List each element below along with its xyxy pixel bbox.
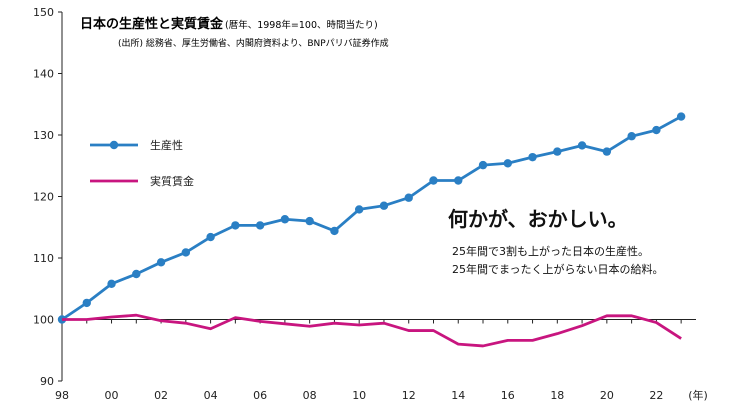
y-tick-label: 150 bbox=[33, 6, 54, 19]
series-line bbox=[61, 115, 682, 321]
data-point bbox=[454, 176, 463, 185]
x-tick-label: 02 bbox=[154, 389, 168, 402]
y-tick-label: 110 bbox=[33, 252, 54, 265]
data-point bbox=[354, 205, 364, 214]
data-point bbox=[676, 112, 686, 121]
data-point bbox=[577, 141, 587, 150]
data-point bbox=[255, 221, 265, 230]
x-tick-label: 16 bbox=[501, 389, 515, 402]
data-point bbox=[627, 132, 636, 141]
data-point bbox=[652, 125, 661, 135]
chart-title-line: 日本の生産性と実質賃金 (暦年、1998年=100、時間当たり) bbox=[80, 16, 378, 32]
data-point bbox=[330, 226, 339, 236]
chart-title: 日本の生産性と実質賃金 bbox=[80, 16, 224, 32]
x-tick-label: 06 bbox=[253, 389, 267, 402]
legend-label: 生産性 bbox=[150, 138, 183, 152]
title-block: 日本の生産性と実質賃金 (暦年、1998年=100、時間当たり) (出所) 総務省… bbox=[80, 16, 389, 49]
data-point bbox=[379, 201, 389, 210]
legend-item: 実質賃金 bbox=[90, 174, 194, 188]
x-tick-label: 14 bbox=[451, 389, 465, 402]
data-point bbox=[602, 147, 612, 156]
data-point bbox=[429, 176, 438, 185]
data-point bbox=[107, 279, 116, 289]
axes: 90 100 110 120 130 140 150 98 00 02 04 06 08 10 12 14 16… bbox=[33, 6, 708, 402]
data-point bbox=[404, 193, 413, 202]
data-point bbox=[181, 248, 191, 257]
y-tick-label: 90 bbox=[40, 375, 54, 388]
x-tick-label: 18 bbox=[550, 389, 564, 402]
y-tick-label: 130 bbox=[33, 129, 54, 142]
series-real-wage bbox=[62, 313, 682, 348]
series-productivity bbox=[57, 112, 686, 324]
data-point bbox=[280, 215, 290, 224]
chart-title-note: (暦年、1998年=100、時間当たり) bbox=[225, 19, 378, 31]
y-tick-label: 140 bbox=[33, 68, 54, 81]
data-point bbox=[231, 221, 240, 230]
legend-label: 実質賃金 bbox=[150, 174, 194, 188]
annotation: 何かが、おかしい。 25年間で3割も上がった日本の生産性。 25年間でまったく上… bbox=[448, 207, 664, 276]
y-tick-label: 100 bbox=[33, 314, 54, 327]
legend-swatch-marker bbox=[109, 140, 119, 150]
data-point bbox=[305, 216, 314, 226]
data-point bbox=[82, 298, 91, 308]
series-line bbox=[62, 313, 682, 348]
data-point bbox=[156, 258, 166, 267]
data-point bbox=[206, 232, 215, 242]
annotation-headline: 何かが、おかしい。 bbox=[448, 207, 628, 231]
data-point bbox=[478, 160, 488, 170]
x-tick-label: 08 bbox=[303, 389, 317, 402]
data-point bbox=[553, 147, 562, 156]
annotation-line-2: 25年間でまったく上がらない日本の給料。 bbox=[452, 262, 664, 276]
annotation-line-1: 25年間で3割も上がった日本の生産性。 bbox=[452, 244, 649, 258]
x-tick-label: 10 bbox=[352, 389, 366, 402]
series-layer bbox=[57, 112, 686, 348]
x-tick-label: 20 bbox=[600, 389, 614, 402]
data-point bbox=[132, 269, 141, 279]
x-tick-label: 98 bbox=[55, 389, 69, 402]
chart-source: (出所) 総務省、厚生労働省、内閣府資料より、BNPパリバ証券作成 bbox=[118, 37, 389, 49]
x-axis-unit: (年) bbox=[688, 388, 708, 402]
data-point bbox=[528, 152, 537, 162]
legend-item: 生産性 bbox=[90, 138, 183, 152]
x-tick-label: 22 bbox=[649, 389, 663, 402]
x-tick-label: 00 bbox=[105, 389, 119, 402]
x-tick-label: 12 bbox=[402, 389, 416, 402]
x-tick-label: 04 bbox=[204, 389, 218, 402]
data-point bbox=[503, 159, 512, 168]
y-tick-label: 120 bbox=[33, 191, 54, 204]
